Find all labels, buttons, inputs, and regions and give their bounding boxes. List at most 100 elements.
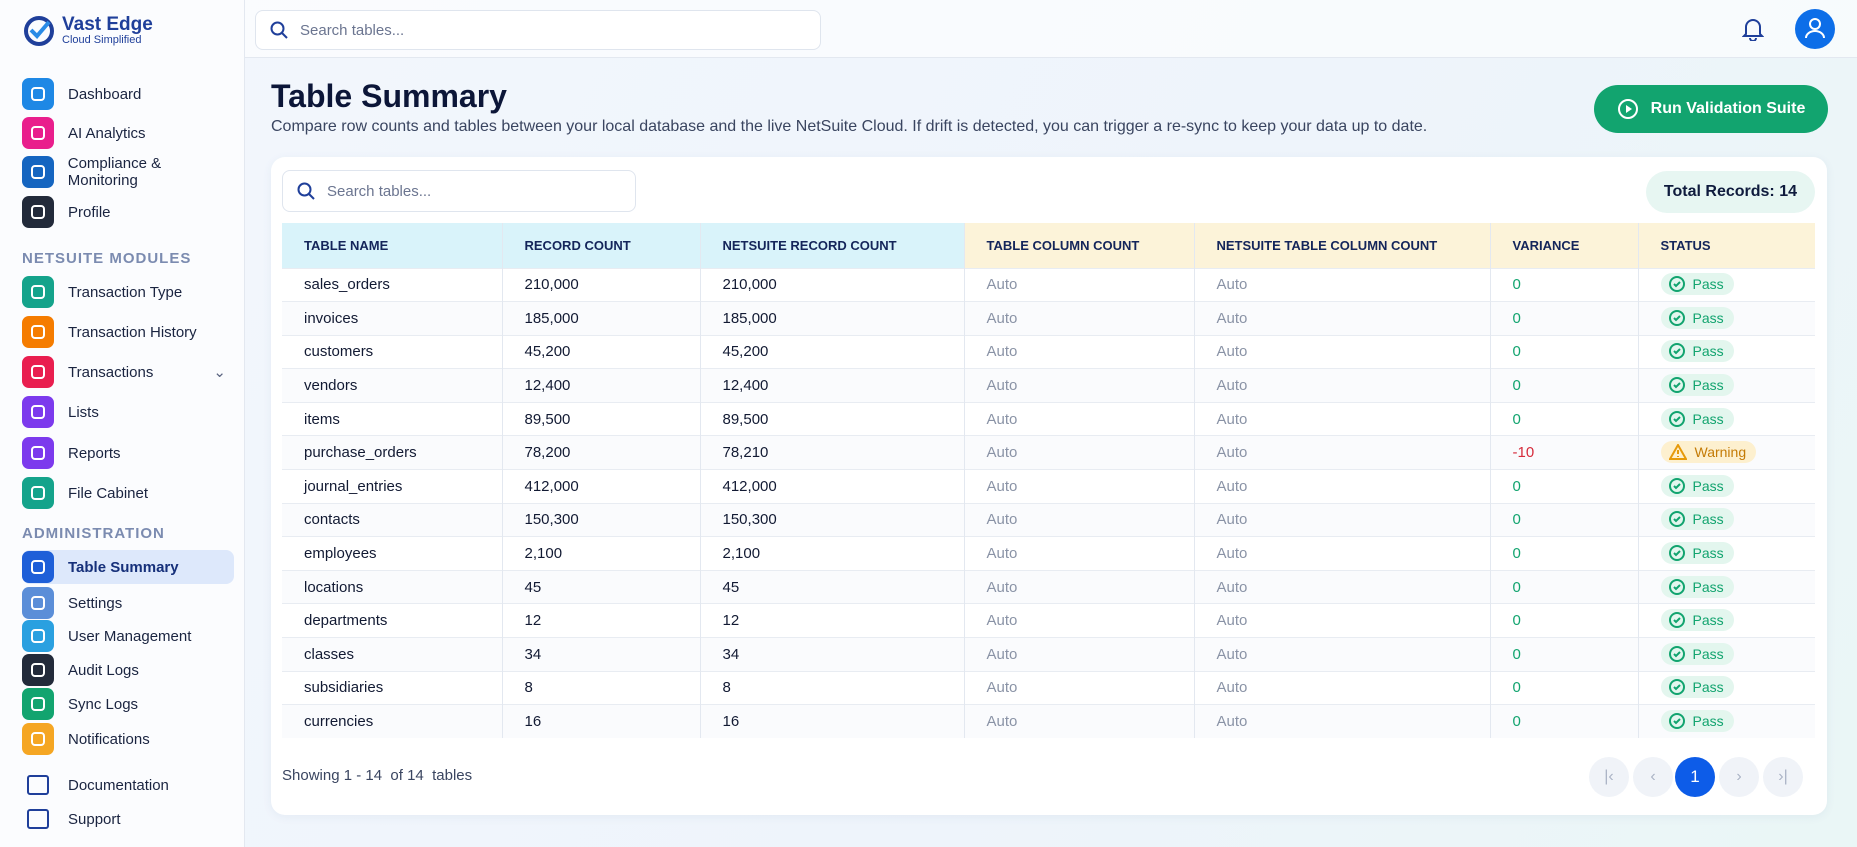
nav-item[interactable]: User Management [22, 619, 234, 653]
search-placeholder: Search tables... [327, 182, 432, 200]
nav-label: Table Summary [68, 558, 179, 576]
column-header: RECORD COUNT [501, 223, 700, 268]
nav-item[interactable]: Transaction Type [22, 275, 234, 309]
table-cell: Auto [963, 301, 1194, 336]
table-cell: -10 [1489, 435, 1638, 470]
table-cell: 45 [699, 569, 964, 604]
table-cell: 150,300 [699, 502, 964, 537]
prev-page[interactable]: ‹ [1633, 757, 1673, 797]
search-icon [297, 182, 315, 200]
nav-icon [22, 654, 54, 686]
status-cell: Warning [1637, 435, 1815, 470]
table-cell: Auto [1193, 536, 1490, 571]
table-cell: Auto [963, 569, 1194, 604]
table-cell: 0 [1489, 368, 1638, 403]
status-label: Pass [1692, 309, 1724, 326]
status-pill: Pass [1660, 642, 1734, 665]
pagination-info: Showing 1 - 14 of 14 tables [282, 767, 473, 784]
avatar-button[interactable] [1795, 9, 1835, 49]
table-cell: 0 [1489, 401, 1638, 436]
nav-item[interactable]: AI Analytics [22, 116, 234, 150]
table-cell: 0 [1489, 569, 1638, 604]
status-label: Pass [1692, 612, 1724, 629]
nav-item[interactable]: Reports [22, 436, 234, 470]
status-cell: Pass [1637, 401, 1815, 436]
nav-item[interactable]: Notifications [22, 722, 234, 756]
status-label: Pass [1692, 713, 1724, 730]
current-page[interactable]: 1 [1675, 757, 1715, 797]
table-cell: 12 [501, 603, 700, 638]
status-label: Pass [1692, 377, 1724, 394]
table-cell: 45,200 [699, 334, 964, 369]
table-cell: Auto [1193, 704, 1490, 739]
run-validation-button[interactable]: Run Validation Suite [1594, 85, 1828, 133]
table-cell: purchase_orders [282, 435, 502, 470]
nav-item[interactable]: Transaction History [22, 315, 234, 349]
status-cell: Pass [1637, 301, 1815, 336]
nav-label: Documentation [68, 776, 169, 794]
table-cell: 185,000 [699, 301, 964, 336]
table-search[interactable]: Search tables... [282, 170, 636, 212]
nav-icon [22, 803, 54, 835]
nav-label: Profile [68, 203, 111, 221]
table-cell: locations [282, 569, 502, 604]
status-pill: Pass [1660, 609, 1734, 632]
nav-label: Lists [68, 403, 99, 421]
table-cell: Auto [1193, 301, 1490, 336]
column-header: NETSUITE TABLE COLUMN COUNT [1193, 223, 1490, 268]
first-page[interactable]: |‹ [1589, 757, 1629, 797]
table-cell: 8 [699, 670, 964, 705]
table-row: purchase_orders 78,200 78,210 Auto Auto -10 Wa… [282, 435, 1815, 470]
table-cell: journal_entries [282, 469, 502, 504]
table-row: customers 45,200 45,200 Auto Auto 0 Pass [282, 334, 1815, 369]
nav-item[interactable]: Support [22, 802, 234, 836]
page-title: Table Summary [271, 78, 507, 114]
table-cell: employees [282, 536, 502, 571]
table-cell: invoices [282, 301, 502, 336]
table-cell: 412,000 [501, 469, 700, 504]
nav-icon [22, 723, 54, 755]
table-cell: Auto [1193, 334, 1490, 369]
table-cell: classes [282, 637, 502, 672]
nav-label: Transactions [68, 363, 154, 381]
nav-label: Sync Logs [68, 695, 139, 713]
nav-item[interactable]: Sync Logs [22, 687, 234, 721]
table-cell: 0 [1489, 603, 1638, 638]
table-cell: Auto [963, 603, 1194, 638]
nav-item[interactable]: File Cabinet [22, 476, 234, 510]
nav-item[interactable]: Table Summary [22, 550, 234, 584]
section-heading: NETSUITE MODULES [22, 250, 192, 267]
table-cell: Auto [963, 435, 1194, 470]
table-cell: 34 [699, 637, 964, 672]
nav-item[interactable]: Documentation [22, 768, 234, 802]
table-cell: contacts [282, 502, 502, 537]
nav-icon [22, 276, 54, 308]
bell-button[interactable] [1742, 17, 1764, 41]
nav-icon [22, 78, 54, 110]
nav-item[interactable]: Settings [22, 586, 234, 620]
last-page[interactable]: ›| [1763, 757, 1803, 797]
global-search[interactable]: Search tables... [255, 10, 821, 50]
nav-label: Settings [68, 594, 123, 612]
status-pill: Pass [1660, 676, 1734, 699]
table-cell: 412,000 [699, 469, 964, 504]
nav-item[interactable]: Compliance & Monitoring [22, 155, 234, 189]
nav-label: Compliance & Monitoring [67, 155, 162, 189]
table-row: departments 12 12 Auto Auto 0 Pass [282, 603, 1815, 638]
nav-item[interactable]: Lists [22, 395, 234, 429]
nav-icon [22, 437, 54, 469]
status-cell: Pass [1637, 502, 1815, 537]
table-cell: 12,400 [501, 368, 700, 403]
table-row: classes 34 34 Auto Auto 0 Pass [282, 637, 1815, 672]
table-cell: 45 [501, 569, 700, 604]
nav-item[interactable]: Transactions ⌄ [22, 355, 234, 389]
next-page[interactable]: › [1719, 757, 1759, 797]
nav-item[interactable]: Dashboard [22, 77, 234, 111]
table-row: currencies 16 16 Auto Auto 0 Pass [282, 704, 1815, 739]
nav-item[interactable]: Profile [22, 195, 234, 229]
table-cell: 12,400 [699, 368, 964, 403]
status-cell: Pass [1637, 704, 1815, 739]
nav-item[interactable]: Audit Logs [22, 653, 234, 687]
table-cell: 210,000 [699, 267, 964, 302]
table-cell: Auto [963, 401, 1194, 436]
